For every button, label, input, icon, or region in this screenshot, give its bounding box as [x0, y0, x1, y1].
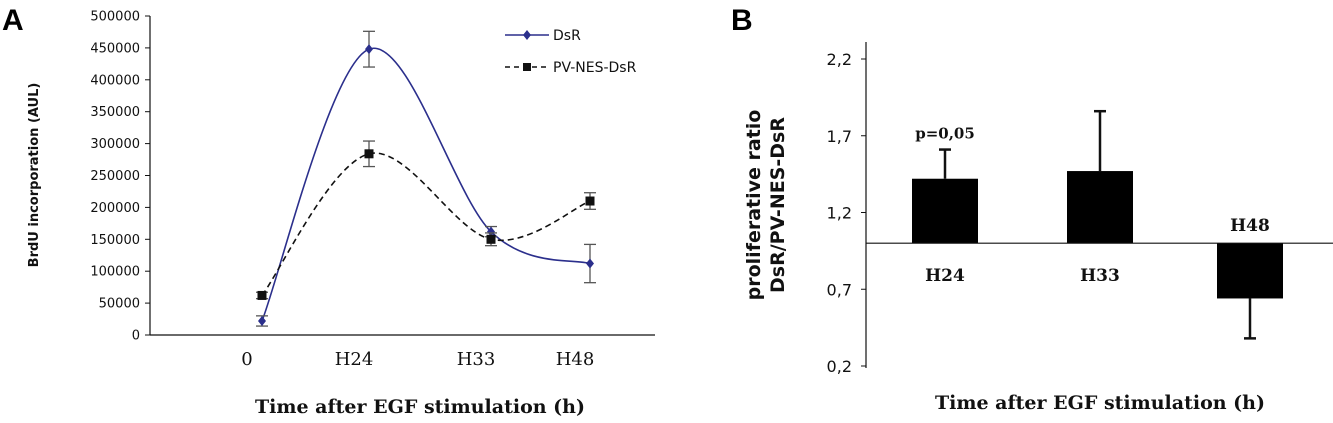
- legend-a: DsR PV-NES-DsR: [505, 28, 637, 76]
- y-axis-title-a: BrdU incorporation (AUL): [27, 83, 42, 268]
- y-axis-title-b-line1: proliferative ratio: [743, 110, 765, 301]
- x-tick-label-a: H24: [335, 349, 374, 370]
- y-tick-label-a: 450000: [90, 41, 140, 56]
- series-line-pvnes: [261, 152, 591, 296]
- data-point-dsr: [365, 44, 373, 55]
- x-tick-label-a: H33: [457, 349, 496, 370]
- legend-label-pvnes: PV-NES-DsR: [553, 60, 637, 76]
- legend-marker-pvnes: [523, 63, 531, 71]
- legend-marker-dsr: [523, 30, 531, 40]
- y-tick-label-a: 50000: [99, 297, 140, 312]
- data-point-pvnes: [257, 290, 267, 300]
- y-tick-label-b: 1,7: [827, 127, 852, 146]
- line-chart-panel-a: 0 50000 100000 150000 200000 250000 300000 3500…: [27, 10, 655, 418]
- y-tick-label-a: 100000: [90, 265, 140, 280]
- y-tick-label-a: 300000: [90, 137, 140, 152]
- y-tick-label-a: 0: [132, 329, 140, 344]
- y-tick-label-a: 250000: [90, 169, 140, 184]
- x-tick-label-a: 0: [241, 349, 252, 370]
- y-tick-label-a: 150000: [90, 233, 140, 248]
- x-axis-title-a: Time after EGF stimulation (h): [255, 396, 585, 418]
- y-tick-label-b: 2,2: [827, 50, 852, 69]
- panel-letter-b: B: [731, 4, 753, 37]
- y-axis-title-b-line2: DsR/PV-NES-DsR: [767, 117, 789, 293]
- x-axis-title-b: Time after EGF stimulation (h): [935, 392, 1265, 414]
- bar-label-h24: H24: [925, 266, 965, 286]
- p-value-annotation: p=0,05: [915, 125, 975, 143]
- y-tick-label-a: 200000: [90, 201, 140, 216]
- bar-h33: [1067, 171, 1133, 244]
- data-point-dsr: [586, 258, 594, 269]
- y-tick-label-b: 1,2: [827, 204, 852, 223]
- data-point-pvnes: [364, 149, 374, 159]
- bar-label-h48: H48: [1230, 216, 1270, 236]
- y-tick-label-a: 400000: [90, 73, 140, 88]
- data-point-dsr: [487, 226, 495, 237]
- y-tick-label-b: 0,7: [827, 280, 852, 299]
- bar-h24: [912, 178, 978, 244]
- bar-chart-panel-b: 0,2 0,7 1,2 1,7 2,2 H24 H33 H48 p=0,05 prolife…: [743, 42, 1333, 414]
- panel-letter-a: A: [2, 4, 24, 37]
- data-point-dsr: [258, 315, 266, 326]
- y-tick-label-a: 350000: [90, 105, 140, 120]
- data-point-pvnes: [585, 196, 595, 206]
- y-tick-label-a: 500000: [90, 10, 140, 25]
- bar-h48: [1217, 243, 1283, 299]
- bar-label-h33: H33: [1080, 266, 1120, 286]
- x-tick-label-a: H48: [556, 349, 595, 370]
- data-point-pvnes: [486, 234, 496, 244]
- y-tick-label-b: 0,2: [827, 357, 852, 376]
- legend-label-dsr: DsR: [553, 28, 581, 44]
- series-line-dsr: [261, 47, 591, 322]
